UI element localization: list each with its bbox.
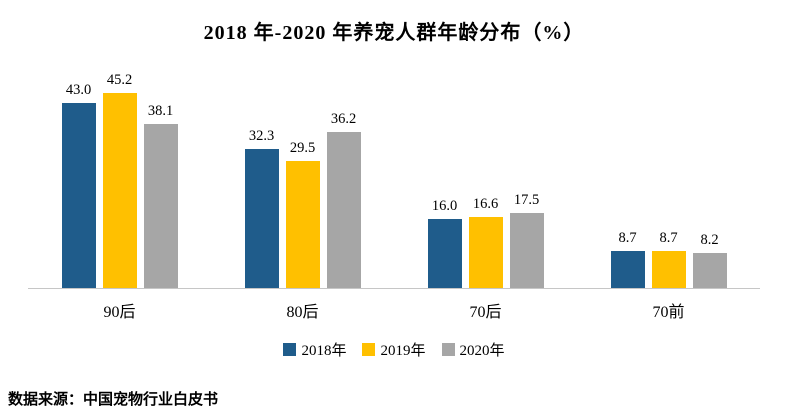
bar-2020年-70前: 8.2: [692, 232, 727, 288]
bar-2020年-90后: 38.1: [143, 103, 178, 288]
bar-2018年-70前: 8.7: [610, 230, 645, 288]
plot-area: 43.0 45.2 38.1 32.3 29.5 36.2 16.0 16.6 17.5 8.7 8…: [28, 72, 760, 289]
bar-2018年-80后: 32.3: [244, 128, 279, 288]
bar-2019年-90后: 45.2: [102, 72, 137, 288]
bar-value-label: 16.0: [431, 198, 458, 215]
category-label-80后: 80后: [286, 304, 319, 321]
bar-value-label: 32.3: [248, 128, 275, 144]
legend: 2018年 2019年 2020年: [0, 339, 788, 360]
legend-swatch-icon: [362, 343, 376, 356]
bar-value-label: 16.6: [472, 195, 499, 212]
bar-2020年-70后: 17.5: [509, 192, 544, 288]
category-label-70前: 70前: [652, 304, 685, 321]
category-axis: 90后 80后 70后 70前: [28, 289, 760, 322]
source-note: 数据来源：中国宠物行业白皮书: [8, 392, 219, 408]
bar-value-label: 36.2: [330, 111, 357, 128]
bar-value-label: 38.1: [147, 103, 174, 119]
bar-group-70后: 16.0 16.6 17.5: [394, 192, 577, 288]
bar-value-label: 45.2: [106, 72, 133, 89]
bar-group-80后: 32.3 29.5 36.2: [211, 111, 394, 288]
bar-group-70前: 8.7 8.7 8.2: [577, 230, 760, 288]
bar-2018年-90后: 43.0: [61, 82, 96, 288]
bar-value-label: 8.7: [659, 229, 678, 246]
bar-group-90后: 43.0 45.2 38.1: [28, 72, 211, 288]
legend-swatch-icon: [283, 343, 297, 356]
legend-label: 2019年: [380, 343, 426, 359]
category-label-90后: 90后: [103, 304, 136, 321]
category-label-70后: 70后: [469, 304, 502, 321]
bar-2019年-70前: 8.7: [651, 230, 686, 288]
legend-item-2019年: 2019年: [362, 339, 426, 360]
bar-value-label: 29.5: [289, 140, 316, 156]
bar-2020年-80后: 36.2: [326, 111, 361, 288]
bar-2018年-70后: 16.0: [427, 198, 462, 288]
bar-2019年-70后: 16.6: [468, 196, 503, 288]
legend-label: 2020年: [459, 343, 505, 359]
bar-value-label: 43.0: [65, 81, 92, 98]
bar-value-label: 8.7: [618, 229, 637, 246]
bar-value-label: 17.5: [513, 191, 540, 208]
legend-swatch-icon: [441, 343, 455, 356]
legend-label: 2018年: [301, 343, 347, 359]
chart-title: 2018 年-2020 年养宠人群年龄分布（%）: [203, 22, 585, 44]
legend-item-2018年: 2018年: [283, 339, 346, 360]
bar-2019年-80后: 29.5: [285, 140, 320, 288]
legend-item-2020年: 2020年: [441, 339, 505, 360]
bar-value-label: 8.2: [700, 231, 719, 248]
